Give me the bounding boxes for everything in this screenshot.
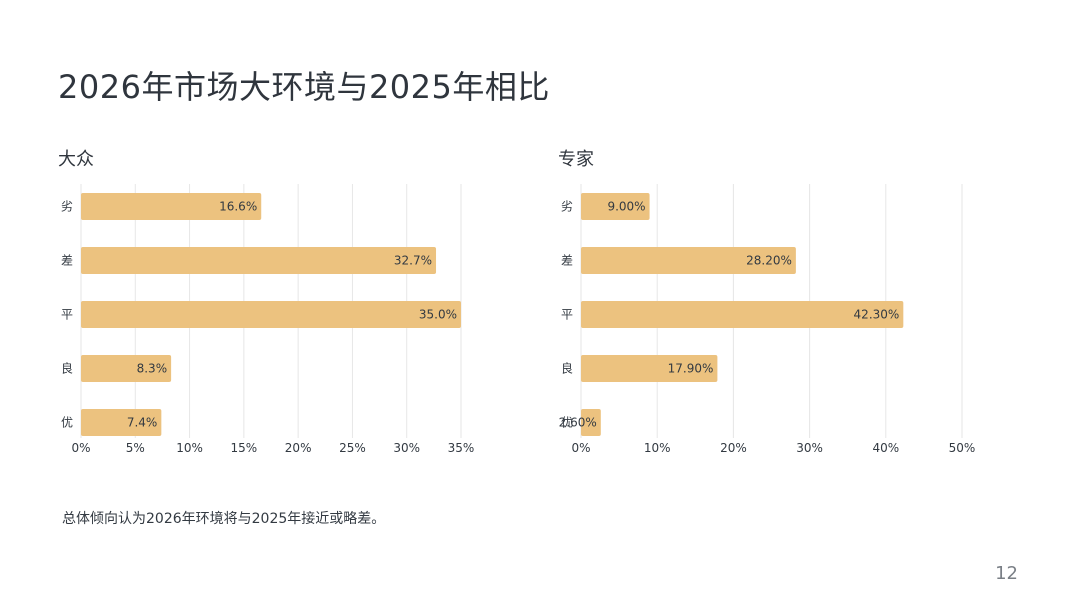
footnote: 总体倾向认为2026年环境将与2025年接近或略差。 [62,511,386,527]
experts-x-tick-label-5: 50% [949,441,976,455]
experts-bar-4 [581,409,601,436]
public-bar-1 [81,247,437,274]
public-x-tick-label-6: 30% [393,441,420,455]
experts-value-label-4: 2.60% [559,416,597,430]
slide-title: 2026年市场大环境与2025年相比 [58,68,550,106]
page-number: 12 [995,563,1018,584]
experts-value-label-3: 17.90% [668,362,714,376]
experts-bar-2 [581,301,904,328]
experts-bar-1 [581,247,796,274]
public-x-tick-label-3: 15% [231,441,258,455]
experts-bar-0 [581,193,650,220]
experts-category-label-2: 平 [561,308,573,322]
public-value-label-2: 35.0% [419,308,457,322]
public-bar-2 [81,301,461,328]
experts-x-tick-label-3: 30% [796,441,823,455]
public-bar-0 [81,193,262,220]
experts-category-label-3: 良 [561,361,573,376]
experts-x-tick-label-0: 0% [571,441,590,455]
bar-chart-experts: 0% 10% 20% 30% 40% 50% 劣 9.00% 差 28.20% 平 42.30% 良 17… [559,184,976,455]
experts-x-tick-label-2: 20% [720,441,747,455]
public-x-tick-label-2: 10% [176,441,203,455]
public-category-label-4: 优 [61,416,73,430]
public-value-label-4: 7.4% [127,416,158,430]
public-x-tick-label-7: 35% [448,441,475,455]
chart-title-experts: 专家 [558,149,594,170]
public-category-label-3: 良 [61,361,73,376]
experts-x-tick-label-4: 40% [872,441,899,455]
public-x-tick-label-4: 20% [285,441,312,455]
public-x-tick-label-0: 0% [71,441,90,455]
public-value-label-0: 16.6% [219,200,257,214]
experts-value-label-2: 42.30% [854,308,900,322]
public-x-tick-label-1: 5% [126,441,145,455]
experts-category-label-4: 优 [561,416,573,430]
public-category-label-2: 平 [61,308,73,322]
public-value-label-3: 8.3% [137,362,168,376]
experts-value-label-1: 28.20% [746,254,792,268]
experts-x-tick-label-1: 10% [644,441,671,455]
public-value-label-1: 32.7% [394,254,432,268]
experts-bar-3 [581,355,718,382]
chart-title-public: 大众 [58,149,94,170]
experts-value-label-0: 9.00% [607,200,645,214]
public-category-label-1: 差 [61,254,73,268]
public-bar-3 [81,355,172,382]
public-category-label-0: 劣 [61,200,73,214]
public-bar-4 [81,409,162,436]
bar-chart-public: 0% 5% 10% 15% 20% 25% 30% 35% 劣 16.6% 差 32.7% 平 35.0%… [61,184,475,455]
experts-category-label-0: 劣 [561,200,573,214]
public-x-tick-label-5: 25% [339,441,366,455]
experts-category-label-1: 差 [561,254,573,268]
